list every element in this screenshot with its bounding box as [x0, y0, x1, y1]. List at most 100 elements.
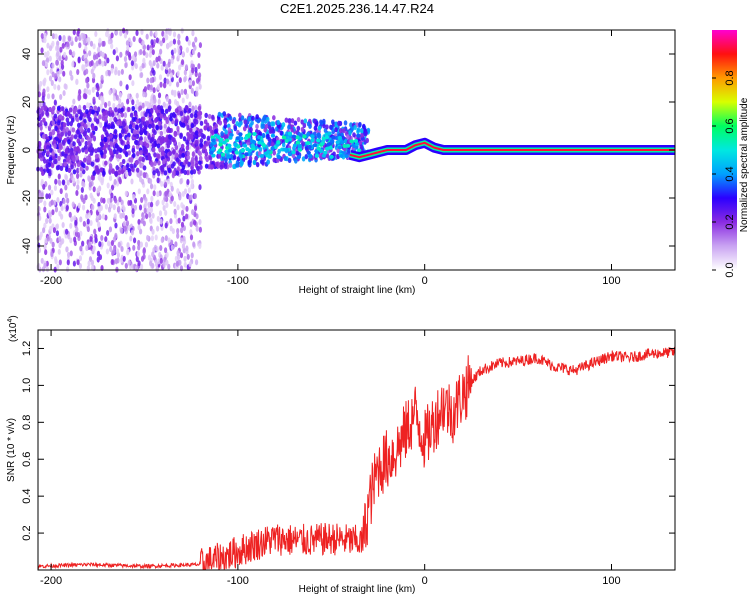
- spectrogram-cell: [227, 127, 232, 133]
- spectrogram-cell: [119, 227, 124, 234]
- spectrogram-cell: [285, 131, 289, 137]
- spectrogram-cell: [120, 68, 124, 75]
- spectrogram-cell: [187, 39, 191, 46]
- spectrogram-cell: [159, 130, 164, 136]
- spectrogram-cell: [73, 215, 77, 222]
- spectrogram-cell: [85, 68, 89, 75]
- spectrogram-cell: [37, 91, 41, 98]
- snr-series-line: [37, 346, 676, 571]
- spectrogram-cell: [60, 131, 65, 137]
- spectrogram-cell: [164, 222, 168, 229]
- spectrogram-cell: [76, 184, 80, 191]
- spectrogram-cell: [187, 107, 192, 114]
- spectrogram-cell: [106, 197, 111, 204]
- spectrogram-cell: [70, 134, 75, 140]
- spectrogram-cell: [127, 199, 131, 206]
- spectrogram-cell: [211, 146, 216, 151]
- spectrogram-cell: [115, 165, 120, 171]
- spectrogram-cell: [92, 245, 96, 252]
- spectrogram-cell: [148, 211, 152, 218]
- spectrogram-cell: [121, 120, 126, 126]
- spectrogram-cell: [185, 145, 190, 151]
- spectrogram-cell: [142, 57, 146, 64]
- spectrogram-cell: [195, 225, 199, 232]
- spectrogram-cell: [173, 89, 177, 96]
- spectrogram-cell: [83, 145, 88, 151]
- spectrogram-cell: [197, 72, 202, 79]
- spectrogram-cell: [346, 150, 351, 156]
- spectrogram-cell: [125, 220, 130, 227]
- spectrogram-cell: [125, 40, 130, 47]
- spectrogram-cell: [61, 179, 65, 186]
- spectrogram-cell: [124, 62, 128, 69]
- spectrogram-y-label: Frequency (Hz): [6, 116, 17, 185]
- spectrogram-cell: [213, 133, 219, 138]
- spectrogram-cell: [317, 125, 322, 131]
- spectrogram-cell: [88, 116, 92, 123]
- spectrogram-cell: [135, 118, 140, 124]
- spectrogram-cell: [58, 76, 62, 83]
- spectrogram-cell: [70, 117, 75, 123]
- spectrogram-cell: [140, 255, 145, 262]
- spectrogram-cell: [337, 135, 342, 140]
- snr-panel: -200 -100 0 100 0.2 0.4 0.6 0.8 1.0 1.2 Height o…: [6, 315, 676, 595]
- spectrogram-cell: [227, 148, 233, 153]
- spectrogram-cell: [243, 119, 248, 125]
- spectrogram-cell: [91, 174, 96, 181]
- spectrogram-cell: [132, 36, 136, 43]
- spectrogram-cell: [301, 156, 306, 162]
- spectrogram-cell: [114, 69, 118, 76]
- spectrogram-cell: [156, 153, 160, 159]
- spectrogram-cell: [50, 79, 54, 86]
- spectrogram-cells: [36, 27, 371, 273]
- spectrogram-cell: [233, 143, 238, 148]
- spectrogram-cell: [144, 111, 148, 118]
- spectrogram-cell: [275, 157, 280, 163]
- spectrogram-cell: [158, 74, 163, 81]
- spectrogram-cell: [82, 197, 86, 204]
- spectrogram-cell: [101, 213, 106, 220]
- spectrogram-cell: [70, 164, 74, 170]
- spectrogram-cell: [92, 135, 97, 142]
- spectrogram-cell: [157, 258, 161, 265]
- spectrogram-cell: [122, 27, 126, 34]
- spectrogram-cell: [61, 238, 65, 245]
- spectrogram-cell: [211, 153, 216, 158]
- spectrogram-cell: [72, 157, 76, 163]
- spectrogram-cell: [191, 30, 195, 37]
- spectrogram-cell: [352, 132, 356, 138]
- spectrogram-cell: [195, 145, 200, 152]
- spectrogram-cell: [149, 77, 153, 84]
- spectrogram-cell: [65, 266, 70, 273]
- spectrogram-cell: [78, 141, 82, 147]
- spectrogram-cell: [162, 261, 166, 268]
- spectrogram-cell: [103, 136, 108, 142]
- spectrogram-cell: [322, 118, 326, 124]
- colorbar-tick-label: 0.0: [724, 262, 736, 277]
- spectrogram-cell: [112, 95, 117, 102]
- spectrogram-cell: [127, 93, 131, 100]
- spectrogram-cell: [66, 259, 70, 266]
- spectrogram-cell: [47, 193, 52, 200]
- spectrogram-cell: [93, 105, 98, 111]
- spectrogram-cell: [176, 227, 180, 234]
- snr-background: [38, 330, 675, 570]
- spectrogram-cell: [208, 155, 213, 161]
- spectrogram-cell: [115, 47, 119, 54]
- spectrogram-cell: [195, 86, 199, 93]
- spectrogram-cell: [51, 93, 55, 100]
- spectrogram-cell: [211, 138, 216, 143]
- spectrogram-cell: [223, 163, 228, 170]
- spectrogram-cell: [51, 62, 55, 69]
- spectrogram-cell: [55, 165, 60, 171]
- spectrogram-cell: [222, 111, 227, 117]
- spectrogram-cell: [46, 50, 50, 57]
- spectrogram-cell: [75, 78, 79, 85]
- spectrogram-cell: [247, 159, 252, 165]
- spectrogram-cell: [81, 147, 85, 153]
- spectrogram-cell: [91, 77, 96, 84]
- spectrogram-cell: [189, 234, 194, 241]
- spectrogram-cell: [126, 242, 130, 249]
- spectrogram-cell: [76, 167, 80, 174]
- spectrogram-cell: [159, 218, 163, 225]
